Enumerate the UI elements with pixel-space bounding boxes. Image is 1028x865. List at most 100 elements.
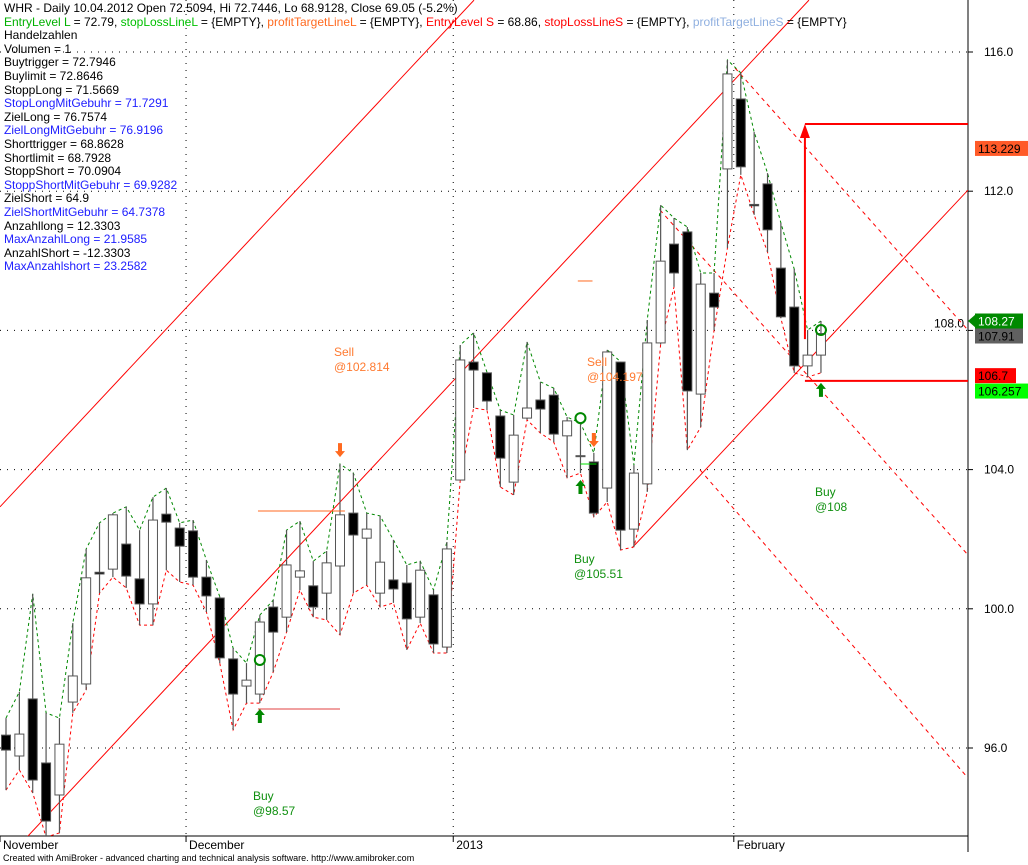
- candle-body: [815, 333, 826, 356]
- footer-credit: Created with AmiBroker - advanced charti…: [3, 853, 415, 863]
- entry-level-text: stopLossLineL: [120, 14, 198, 29]
- y-tick-label: 108.0: [934, 316, 964, 330]
- candle-body: [81, 577, 92, 685]
- y-tick-label: 100.0: [984, 602, 1014, 616]
- entry-level-text: = 72.79,: [70, 14, 121, 29]
- candle-body: [14, 733, 25, 757]
- trade-figure: ZielShortMitGebuhr = 64.7378: [4, 204, 166, 219]
- candle-body: [121, 543, 132, 577]
- entry-level-text: = {EMPTY}: [783, 14, 847, 29]
- candle-body: [481, 372, 492, 402]
- entry-level-text: EntryLevel L: [4, 14, 71, 29]
- candle-body: [254, 621, 265, 695]
- trade-figure: ZielLong = 76.7574: [4, 109, 108, 124]
- trade-figure: Buylimit = 72.8646: [4, 68, 104, 83]
- trade-figure: StoppShort = 70.0904: [4, 164, 122, 179]
- candle-body: [361, 528, 372, 539]
- price-tag: [975, 383, 1028, 399]
- candle-body: [268, 606, 279, 633]
- candle-body: [682, 231, 693, 392]
- price-tag-label: 113.229: [978, 142, 1021, 156]
- sell-arrow-icon: [335, 443, 345, 458]
- candle-body: [615, 361, 626, 531]
- candle-body: [67, 675, 78, 703]
- candle-body: [655, 260, 666, 344]
- candle-body: [201, 576, 212, 597]
- signal-label-buy: Buy @98.57: [253, 789, 295, 819]
- trend-line: [659, 209, 968, 556]
- trade-figure: Handelzahlen: [4, 28, 78, 43]
- signal-action: Sell: [587, 355, 608, 369]
- candle-body: [802, 354, 813, 367]
- signal-price: @108: [815, 500, 848, 514]
- x-tick-label: February: [737, 838, 785, 852]
- entry-level-text: = {EMPTY},: [197, 14, 268, 29]
- price-tag: [975, 368, 1016, 384]
- price-tag: [975, 313, 1023, 329]
- candle-body: [722, 73, 733, 170]
- lower-band-line: [5, 174, 822, 836]
- candle-body: [602, 351, 613, 489]
- circle-marker-icon: [253, 653, 266, 666]
- candle-body: [147, 519, 158, 605]
- trade-figure: MaxAnzahlLong = 21.9585: [4, 232, 148, 247]
- trend-line: [699, 469, 968, 779]
- trade-figure: Anzahllong = 12.3303: [4, 218, 121, 233]
- candle-body: [548, 394, 559, 435]
- price-tag: [975, 328, 1023, 344]
- candle-body: [161, 513, 172, 523]
- signal-label-buy: Buy @108: [815, 485, 847, 515]
- candle-body: [294, 570, 305, 578]
- entry-level-text: = 68.86,: [494, 14, 545, 29]
- candle-body: [522, 407, 533, 419]
- trade-figures: Handelzahlen Volumen = 1 Buytrigger = 72.7…: [4, 28, 847, 273]
- circle-marker-icon: [574, 412, 587, 425]
- candle-body: [749, 203, 760, 207]
- candle-body: [388, 579, 399, 590]
- candle-body: [375, 561, 386, 594]
- price-tag-label: 106.7: [978, 369, 1008, 383]
- signal-price: @105.51: [574, 567, 623, 581]
- trade-figure: Volumen = 1: [4, 41, 72, 56]
- trade-figure: StoppShortMitGebuhr = 69.9282: [4, 177, 178, 192]
- candle-body: [428, 594, 439, 645]
- sell-arrow-icon: [588, 433, 599, 448]
- y-tick-label: 116.0: [984, 45, 1013, 59]
- trade-figure: ZielShort = 64.9: [4, 191, 90, 206]
- trade-figure: MaxAnzahlshort = 23.2582: [4, 259, 148, 274]
- trade-figure: StopLongMitGebuhr = 71.7291: [4, 96, 169, 111]
- buy-arrow-icon: [815, 382, 826, 397]
- upper-band-line: [5, 58, 822, 719]
- candle-body: [1, 734, 11, 751]
- candle-body: [41, 762, 52, 822]
- trade-figure: ZielLongMitGebuhr = 76.9196: [4, 123, 164, 138]
- trend-line: [27, 0, 810, 836]
- y-tick-label: 112.0: [984, 184, 1013, 198]
- signal-label-buy: Buy @105.51: [574, 552, 623, 582]
- candle-body: [535, 399, 546, 410]
- candle-body: [441, 548, 452, 648]
- circle-marker-icon: [814, 324, 827, 337]
- candle-body: [188, 530, 199, 578]
- price-tag-pointer-icon: [968, 314, 976, 329]
- candle-body: [174, 527, 185, 547]
- candle-body: [762, 183, 773, 231]
- candle-body: [775, 267, 786, 318]
- candle-body: [134, 578, 145, 605]
- target-arrow-head: [799, 124, 810, 139]
- candle-body: [348, 512, 359, 536]
- candle-body: [695, 283, 706, 395]
- candle-body: [281, 564, 292, 618]
- trend-line: [0, 0, 475, 508]
- candle-body: [415, 569, 426, 618]
- y-tick-label: 104.0: [984, 463, 1014, 477]
- entry-level-text: profitTargetLineS: [692, 14, 784, 29]
- candle-body: [54, 743, 65, 796]
- candle-body: [709, 292, 720, 308]
- candle-body: [562, 420, 573, 437]
- candle-body: [669, 243, 679, 274]
- entry-level-text: = {EMPTY},: [356, 14, 426, 29]
- candle-body: [455, 359, 466, 481]
- candle-body: [321, 562, 332, 594]
